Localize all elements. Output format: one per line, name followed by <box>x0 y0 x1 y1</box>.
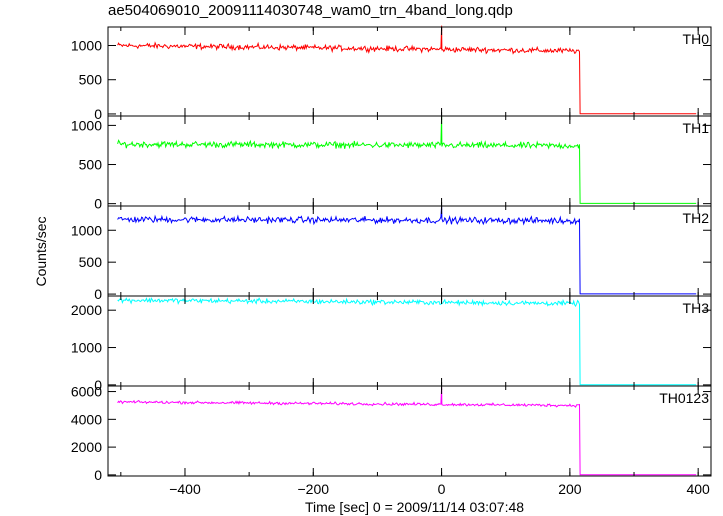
y-tick-label: 2000 <box>71 302 102 318</box>
y-tick-label: 6000 <box>71 384 102 400</box>
series-line-th0 <box>117 25 697 115</box>
x-tick-label: −200 <box>298 481 330 497</box>
y-tick-label: 1000 <box>71 340 102 356</box>
series-line-th2 <box>117 205 697 295</box>
panel-frame <box>107 26 712 117</box>
series-line-th0123 <box>117 387 697 476</box>
y-tick-label: 500 <box>79 157 103 173</box>
chart-title: ae504069010_20091114030748_wam0_trn_4ban… <box>108 2 513 19</box>
x-tick-label: 400 <box>686 481 710 497</box>
y-tick-label: 4000 <box>71 411 102 427</box>
panel-label-th3: TH3 <box>683 300 710 316</box>
panel-frame <box>107 385 712 477</box>
panel-frame <box>107 115 712 207</box>
y-tick-label: 2000 <box>71 439 102 455</box>
y-tick-label: 0 <box>94 286 102 302</box>
series-line-th3 <box>117 297 697 386</box>
panel-label-th2: TH2 <box>683 210 710 226</box>
x-tick-label: 0 <box>438 481 446 497</box>
y-tick-label: 0 <box>94 196 102 212</box>
y-tick-label: 1000 <box>71 37 102 53</box>
y-tick-label: 500 <box>79 72 103 88</box>
x-tick-label: 200 <box>558 481 582 497</box>
panel-frame <box>107 295 712 387</box>
panel-label-th0123: TH0123 <box>659 390 709 406</box>
x-axis-label: Time [sec] 0 = 2009/11/14 03:07:48 <box>305 499 524 515</box>
y-tick-label: 0 <box>94 377 102 393</box>
x-tick-label: −400 <box>169 481 201 497</box>
y-tick-label: 500 <box>79 254 103 270</box>
panel-label-th0: TH0 <box>683 31 710 47</box>
panel-label-th1: TH1 <box>683 120 710 136</box>
y-axis-label: Counts/sec <box>33 216 49 286</box>
y-tick-label: 0 <box>94 106 102 122</box>
series-line-th1 <box>117 115 697 204</box>
y-tick-label: 1000 <box>71 222 102 238</box>
y-tick-label: 0 <box>94 467 102 483</box>
y-tick-label: 1000 <box>71 117 102 133</box>
